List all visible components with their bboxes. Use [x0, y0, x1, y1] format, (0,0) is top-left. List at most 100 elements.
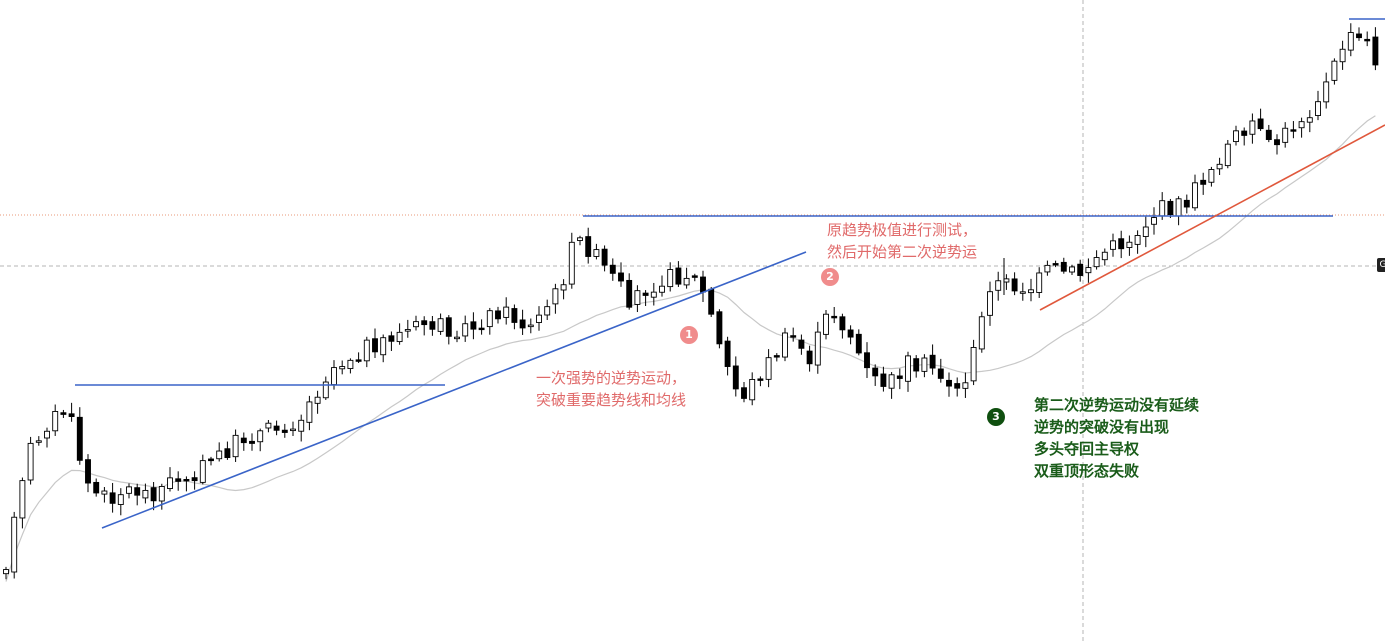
candle-bullish: [503, 306, 510, 318]
candle-bearish: [134, 487, 141, 496]
candle-bullish: [888, 374, 895, 389]
candle-bullish: [1315, 101, 1321, 116]
candle-bullish: [1233, 130, 1239, 143]
candle-bullish: [1298, 121, 1305, 129]
annotation-retest: 原趋势极值进行测试， 然后开始第二次逆势运: [827, 219, 977, 263]
annotation-failure-line-2: 逆势的突破没有出现: [1034, 418, 1170, 436]
candle-bullish: [19, 480, 26, 519]
crosshair-price-tag-icon[interactable]: G: [1377, 258, 1385, 272]
candle-bearish: [249, 440, 255, 444]
candle-bearish: [372, 338, 378, 353]
candle-bearish: [724, 340, 731, 367]
candle-bearish: [470, 321, 477, 330]
marker-1: 1: [680, 326, 698, 344]
candle-bearish: [757, 378, 764, 381]
candle-bullish: [560, 284, 567, 291]
candle-bullish: [158, 486, 165, 502]
candle-bearish: [519, 319, 526, 329]
annotation-failure-line-3: 多头夺回主导权: [1034, 440, 1140, 458]
candle-bullish: [1036, 272, 1043, 293]
candle-bearish: [1200, 179, 1207, 185]
candle-bullish: [1339, 48, 1346, 63]
candle-bearish: [183, 479, 190, 482]
candle-bullish: [1142, 226, 1149, 237]
candle-bullish: [1224, 143, 1231, 167]
candle-bearish: [1052, 263, 1059, 266]
candle-bearish: [1265, 129, 1272, 140]
candle-bullish: [265, 422, 272, 429]
candle-bullish: [257, 430, 264, 443]
candle-bullish: [749, 378, 756, 401]
candle-bearish: [732, 365, 739, 390]
candle-bullish: [199, 460, 206, 483]
candle-bullish: [814, 331, 821, 366]
candle-bearish: [429, 321, 436, 330]
candle-bearish: [150, 487, 157, 502]
candle-bearish: [76, 416, 83, 461]
candle-bullish: [1126, 241, 1133, 248]
drawings-group: [75, 18, 1385, 529]
candle-bullish: [593, 249, 600, 257]
candle-bullish: [987, 291, 993, 316]
candle-bullish: [306, 401, 313, 423]
candle-bearish: [421, 320, 428, 326]
candle-bearish: [224, 448, 231, 459]
candle-bearish: [872, 367, 879, 377]
candle-bearish: [929, 354, 936, 369]
candle-bullish: [413, 321, 419, 328]
candles-group: [3, 23, 1379, 580]
candle-bearish: [675, 267, 682, 285]
candle-bearish: [1241, 130, 1248, 136]
annotation-retest-line-1: 原趋势极值进行测试，: [827, 221, 978, 239]
candle-bullish: [1151, 217, 1157, 225]
candle-bullish: [995, 280, 1002, 291]
candle-bullish: [363, 339, 370, 362]
annotation-failure-line-1: 第二次逆势运动没有延续: [1034, 396, 1200, 414]
candle-bullish: [290, 428, 296, 432]
candle-bearish: [355, 359, 362, 362]
candle-bullish: [1028, 289, 1034, 294]
candle-bullish: [1331, 60, 1338, 81]
candle-bearish: [1274, 139, 1280, 146]
candle-bullish: [117, 494, 124, 505]
candle-bullish: [577, 237, 583, 241]
candle-bearish: [691, 275, 698, 278]
candle-bearish: [601, 248, 608, 266]
candle-bullish: [1306, 117, 1313, 123]
candle-bullish: [462, 323, 469, 337]
candle-bearish: [208, 458, 214, 462]
candle-bearish: [109, 492, 116, 504]
candle-bearish: [511, 308, 518, 323]
candle-bullish: [27, 442, 34, 481]
candle-bullish: [1216, 163, 1223, 170]
candle-bullish: [298, 419, 305, 432]
candle-bearish: [806, 350, 813, 365]
candle-bearish: [946, 379, 952, 387]
candle-bearish: [913, 358, 920, 372]
candle-bullish: [962, 382, 969, 389]
candle-bearish: [864, 352, 870, 369]
candle-bullish: [35, 440, 42, 443]
candle-bullish: [232, 434, 239, 458]
candle-bullish: [527, 324, 534, 328]
candle-bearish: [790, 335, 797, 338]
candle-bearish: [798, 339, 805, 349]
annotation-failure-line-4: 双重顶形态失败: [1034, 462, 1140, 480]
candle-bullish: [126, 486, 132, 494]
marker-3: 3: [987, 408, 1005, 426]
annotation-failure: 第二次逆势运动没有延续 逆势的突破没有出现 多头夺回主导权 双重顶形态失败: [1034, 394, 1199, 482]
candle-bullish: [11, 516, 18, 573]
candle-bearish: [708, 288, 715, 315]
candle-bullish: [1044, 264, 1051, 273]
candle-bullish: [44, 430, 50, 439]
candle-bearish: [240, 437, 247, 444]
candle-bearish: [839, 316, 846, 331]
candle-bullish: [1069, 266, 1075, 273]
candle-bearish: [618, 272, 624, 282]
candle-bullish: [1192, 182, 1198, 209]
candle-bullish: [167, 477, 173, 489]
candle-bearish: [85, 459, 91, 484]
candle-bearish: [1290, 129, 1297, 132]
candle-bullish: [1110, 240, 1116, 250]
